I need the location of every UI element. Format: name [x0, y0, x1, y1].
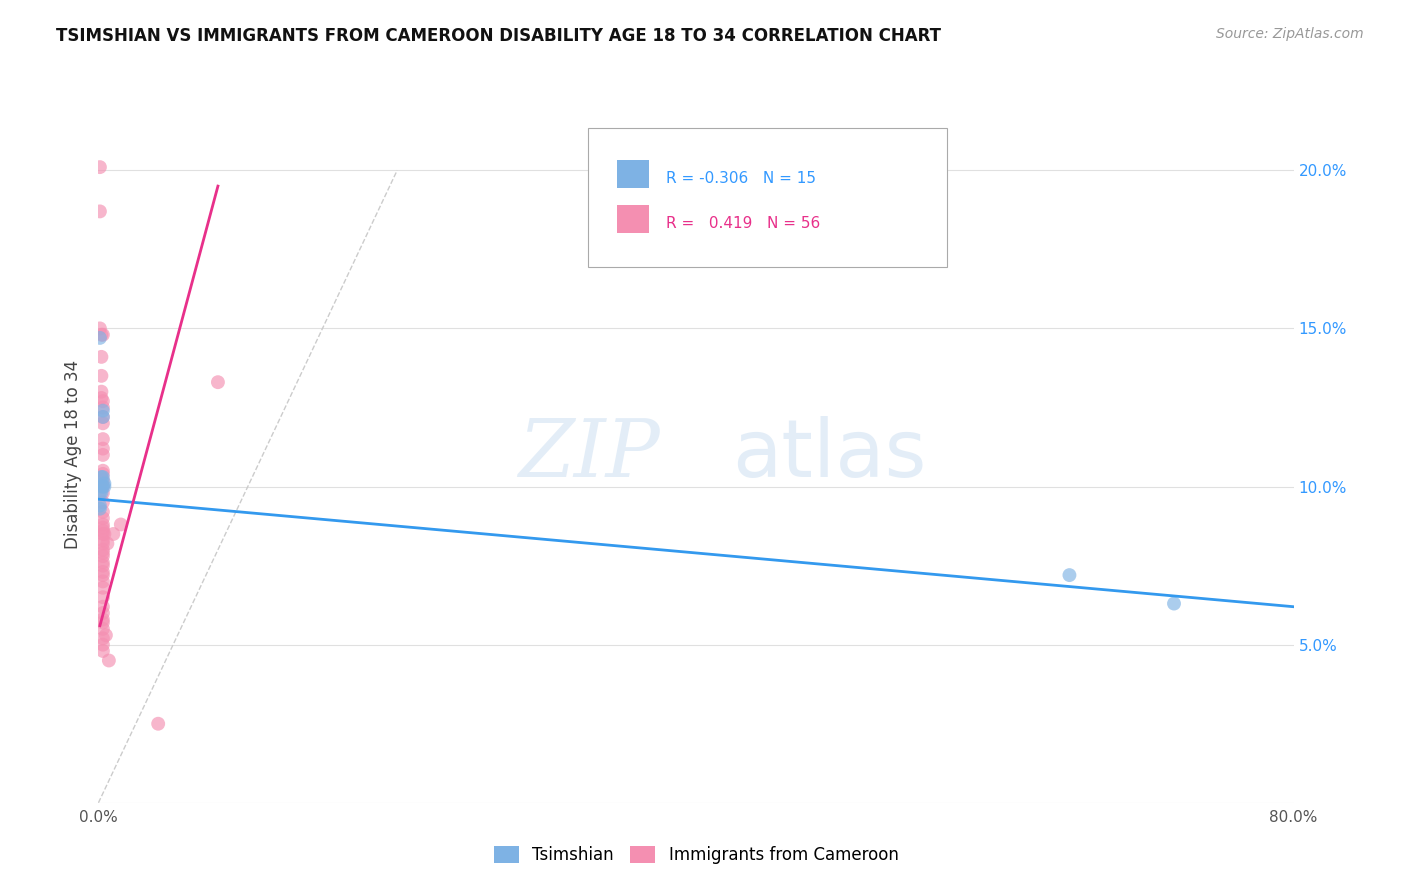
Point — [91, 511, 114, 525]
Point — [148, 716, 170, 731]
Point — [103, 527, 125, 541]
Point — [91, 568, 114, 582]
Point — [90, 368, 112, 383]
Point — [89, 321, 111, 335]
Point — [91, 581, 114, 595]
Point — [91, 542, 114, 557]
Point — [91, 417, 114, 431]
Point — [91, 409, 114, 424]
Point — [91, 524, 114, 538]
Point — [91, 505, 114, 519]
Point — [93, 476, 115, 491]
Point — [91, 470, 114, 484]
Point — [96, 536, 118, 550]
Point — [91, 403, 114, 417]
Point — [90, 350, 112, 364]
FancyBboxPatch shape — [588, 128, 948, 267]
Text: ZIP: ZIP — [519, 417, 661, 493]
Point — [91, 549, 114, 563]
Point — [110, 517, 132, 532]
Point — [91, 632, 114, 646]
Point — [91, 546, 114, 560]
Point — [1059, 568, 1081, 582]
Point — [91, 533, 114, 548]
Text: TSIMSHIAN VS IMMIGRANTS FROM CAMEROON DISABILITY AGE 18 TO 34 CORRELATION CHART: TSIMSHIAN VS IMMIGRANTS FROM CAMEROON DI… — [56, 27, 941, 45]
Point — [207, 375, 229, 389]
Point — [91, 448, 114, 462]
Point — [93, 527, 115, 541]
Point — [91, 565, 114, 579]
Point — [91, 442, 114, 456]
Text: atlas: atlas — [733, 416, 927, 494]
Point — [90, 391, 112, 405]
Point — [90, 486, 112, 500]
Point — [91, 409, 114, 424]
Point — [91, 527, 114, 541]
Point — [97, 653, 120, 667]
Point — [91, 536, 114, 550]
Point — [89, 499, 111, 513]
Point — [91, 486, 114, 500]
Point — [91, 599, 114, 614]
Point — [1163, 597, 1185, 611]
Point — [94, 628, 117, 642]
FancyBboxPatch shape — [617, 161, 650, 187]
Point — [91, 394, 114, 409]
Text: R =   0.419   N = 56: R = 0.419 N = 56 — [666, 217, 820, 231]
Point — [91, 612, 114, 626]
Point — [91, 638, 114, 652]
Point — [91, 327, 114, 342]
Point — [91, 479, 114, 493]
Legend: Tsimshian, Immigrants from Cameroon: Tsimshian, Immigrants from Cameroon — [486, 839, 905, 871]
Point — [91, 495, 114, 509]
Point — [91, 473, 114, 487]
Point — [91, 574, 114, 589]
Point — [91, 615, 114, 630]
Point — [91, 464, 114, 478]
Y-axis label: Disability Age 18 to 34: Disability Age 18 to 34 — [65, 360, 83, 549]
Point — [91, 521, 114, 535]
Point — [91, 606, 114, 620]
Point — [91, 591, 114, 605]
Point — [91, 517, 114, 532]
Point — [91, 556, 114, 570]
Point — [91, 622, 114, 636]
Point — [90, 479, 112, 493]
Point — [91, 479, 114, 493]
Point — [89, 160, 111, 174]
FancyBboxPatch shape — [617, 205, 650, 233]
Point — [90, 470, 112, 484]
Point — [89, 204, 111, 219]
Point — [89, 486, 111, 500]
Point — [91, 644, 114, 658]
Point — [93, 479, 115, 493]
Point — [90, 384, 112, 399]
Point — [91, 432, 114, 446]
Point — [91, 401, 114, 415]
Point — [91, 467, 114, 481]
Text: R = -0.306   N = 15: R = -0.306 N = 15 — [666, 171, 815, 186]
Point — [89, 331, 111, 345]
Text: Source: ZipAtlas.com: Source: ZipAtlas.com — [1216, 27, 1364, 41]
Point — [89, 501, 111, 516]
Point — [91, 558, 114, 573]
Point — [90, 327, 112, 342]
